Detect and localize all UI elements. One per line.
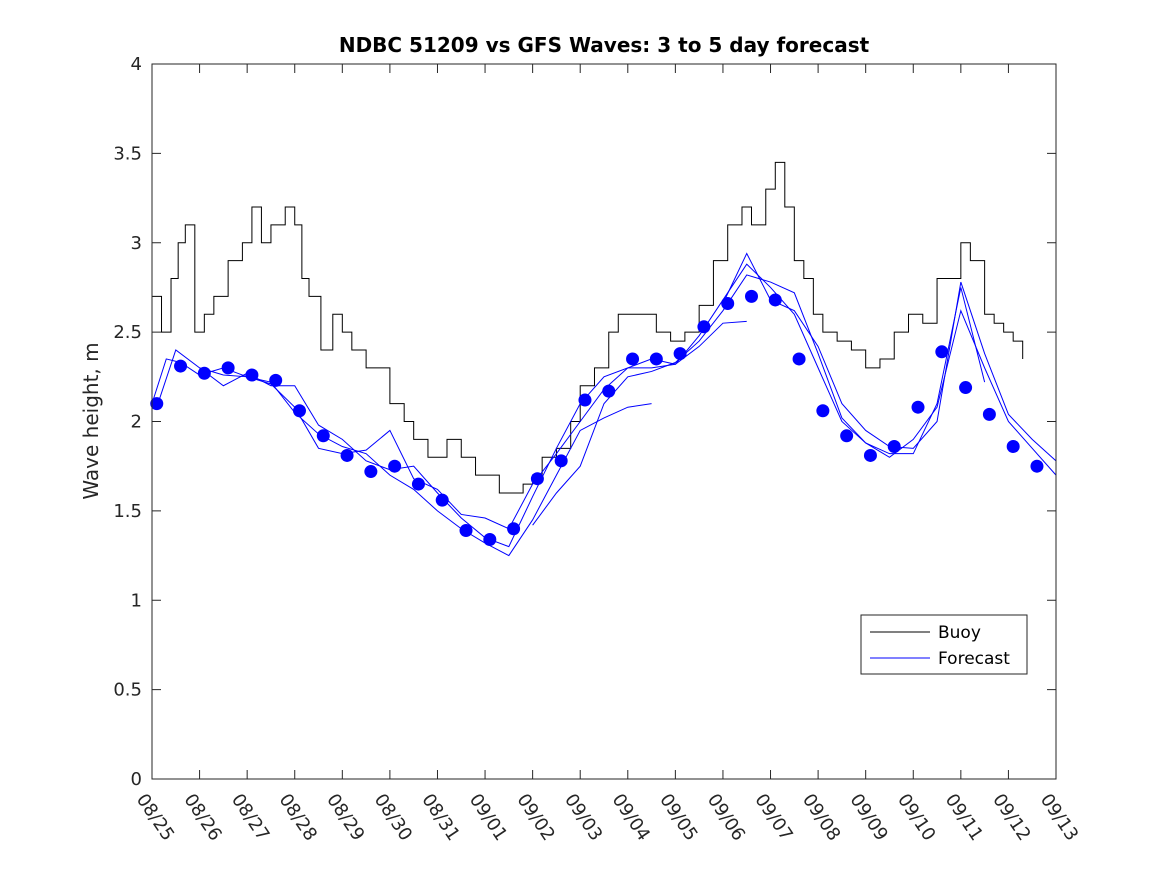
forecast-marker — [1006, 440, 1020, 454]
forecast-marker — [935, 345, 949, 359]
forecast-marker — [1030, 459, 1044, 473]
forecast-marker — [816, 404, 830, 418]
forecast-marker — [911, 400, 925, 414]
y-tick-label: 1 — [131, 590, 142, 611]
y-axis-label: Wave height, m — [79, 342, 103, 499]
x-tick-label: 08/29 — [322, 790, 368, 845]
x-tick-label: 09/13 — [1036, 790, 1082, 845]
forecast-marker — [578, 393, 592, 407]
forecast-marker — [982, 407, 996, 421]
x-tick-label: 09/06 — [703, 790, 749, 845]
x-tick-label: 09/04 — [608, 790, 654, 845]
forecast-marker — [316, 429, 330, 443]
forecast-marker — [435, 493, 449, 507]
forecast-marker — [721, 297, 735, 311]
forecast-marker — [649, 352, 663, 366]
forecast-marker — [792, 352, 806, 366]
y-tick-label: 3.5 — [113, 143, 142, 164]
forecast-marker — [768, 293, 782, 307]
forecast-marker — [626, 352, 640, 366]
forecast-marker — [340, 448, 354, 462]
forecast-marker — [959, 381, 973, 395]
forecast-marker — [459, 524, 473, 538]
legend-box — [860, 614, 1028, 675]
forecast-marker — [840, 429, 854, 443]
y-tick-label: 3 — [131, 233, 142, 254]
forecast-run-line-3 — [532, 274, 1057, 526]
forecast-marker — [411, 477, 425, 491]
forecast-marker — [697, 320, 711, 334]
x-tick-label: 09/12 — [988, 790, 1034, 845]
x-tick-label: 09/05 — [655, 790, 701, 845]
legend-buoy-label: Buoy — [938, 623, 981, 643]
forecast-marker — [245, 368, 259, 382]
y-tick-label: 1.5 — [113, 501, 142, 522]
forecast-marker — [530, 472, 544, 486]
y-tick-label: 2.5 — [113, 322, 142, 343]
y-tick-label: 0 — [131, 769, 142, 790]
x-tick-label: 08/31 — [417, 790, 463, 845]
forecast-marker — [292, 404, 306, 418]
x-tick-label: 09/03 — [560, 790, 606, 845]
forecast-marker — [150, 397, 164, 411]
forecast-marker — [507, 522, 521, 536]
x-tick-label: 09/10 — [893, 790, 939, 845]
forecast-run-line-2 — [199, 263, 986, 530]
forecast-marker — [744, 289, 758, 303]
x-tick-label: 08/30 — [370, 790, 416, 845]
x-tick-label: 09/09 — [846, 790, 892, 845]
forecast-marker — [673, 347, 687, 361]
forecast-marker — [388, 459, 402, 473]
x-tick-label: 08/25 — [132, 790, 178, 845]
x-tick-label: 08/28 — [275, 790, 321, 845]
x-tick-label: 08/27 — [227, 790, 273, 845]
forecast-marker — [554, 454, 568, 468]
x-tick-label: 08/26 — [179, 790, 225, 845]
x-tick-label: 09/08 — [798, 790, 844, 845]
forecast-marker — [887, 440, 901, 454]
forecast-marker — [863, 448, 877, 462]
forecast-marker — [364, 465, 378, 479]
x-tick-label: 09/02 — [512, 790, 558, 845]
x-tick-label: 09/07 — [750, 790, 796, 845]
x-tick-label: 09/01 — [465, 790, 511, 845]
y-tick-label: 2 — [131, 412, 142, 433]
forecast-marker — [221, 361, 235, 375]
legend-forecast-label: Forecast — [938, 649, 1010, 669]
x-tick-label: 09/11 — [941, 790, 987, 845]
y-tick-label: 4 — [131, 54, 142, 75]
forecast-marker — [174, 359, 188, 373]
forecast-marker — [269, 373, 283, 387]
forecast-marker — [197, 366, 211, 380]
y-tick-label: 0.5 — [113, 680, 142, 701]
forecast-marker — [602, 384, 616, 398]
forecast-marker — [483, 532, 497, 546]
series-layer — [150, 161, 1057, 557]
legend: Buoy Forecast — [860, 614, 1028, 675]
chart-title: NDBC 51209 vs GFS Waves: 3 to 5 day fore… — [339, 33, 870, 57]
